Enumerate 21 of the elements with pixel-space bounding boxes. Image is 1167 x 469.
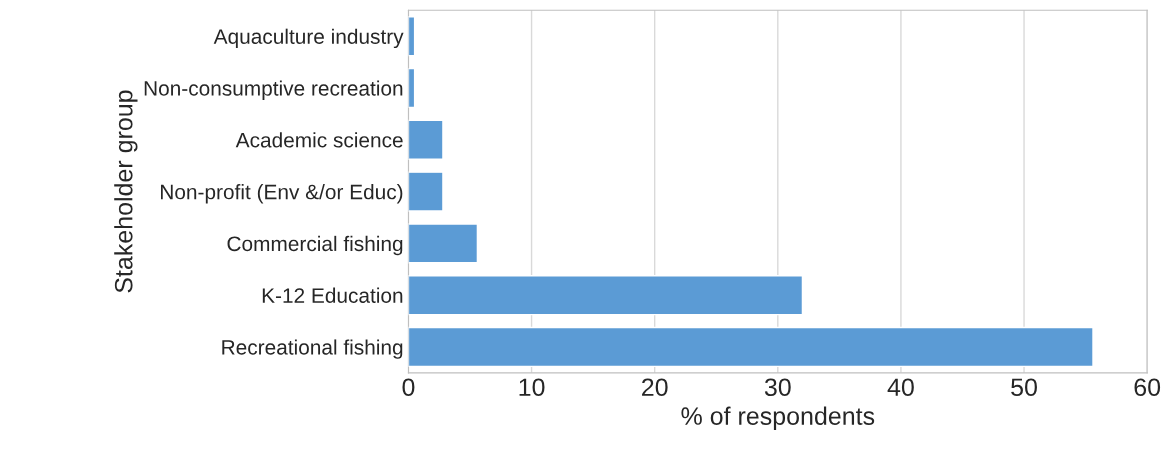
bar bbox=[408, 171, 444, 212]
bar bbox=[408, 223, 479, 264]
x-tick-label: 0 bbox=[402, 378, 415, 397]
x-tick-label: 60 bbox=[1134, 378, 1161, 397]
y-tick-label: Academic science bbox=[235, 132, 403, 148]
y-tick-label: Non-profit (Env &/or Educ) bbox=[161, 184, 403, 204]
x-tick-label: 40 bbox=[887, 378, 914, 397]
y-tick-label: Aquaculture industry bbox=[213, 28, 404, 49]
y-tick-label: Non-consumptive recreation bbox=[144, 80, 403, 100]
y-axis-title: Stakeholder group bbox=[114, 90, 138, 293]
x-tick-label: 10 bbox=[519, 378, 545, 397]
x-tick-label: 20 bbox=[642, 378, 668, 397]
x-tick-label: 50 bbox=[1011, 378, 1037, 397]
x-tick-label: 30 bbox=[764, 378, 791, 397]
bar bbox=[408, 119, 444, 160]
y-tick-label: Commercial fishing bbox=[227, 235, 403, 256]
x-axis-title: % of respondents bbox=[681, 406, 875, 430]
y-tick-label: Recreational fishing bbox=[222, 339, 403, 359]
bar bbox=[408, 326, 1094, 368]
y-tick-label: K-12 Education bbox=[262, 287, 403, 303]
bar bbox=[408, 275, 804, 316]
